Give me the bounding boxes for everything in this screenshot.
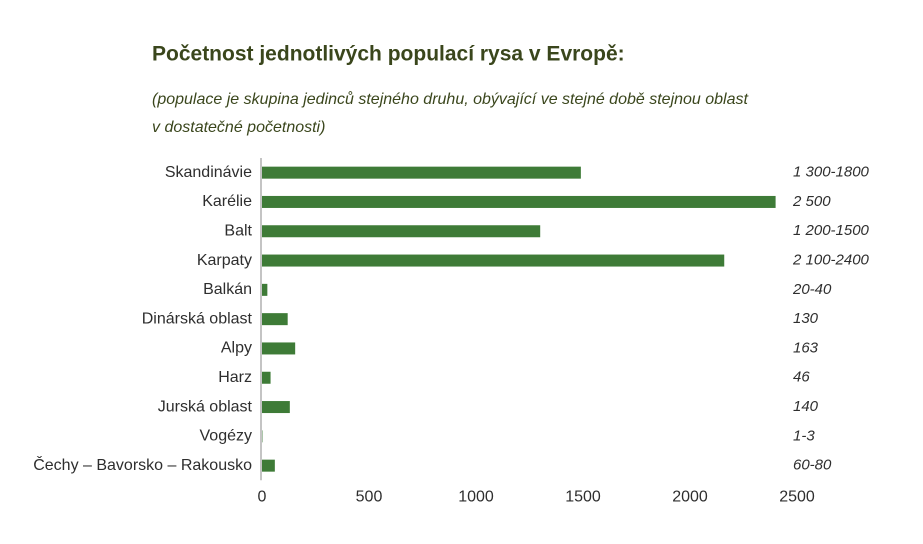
value-label: 2 100-2400 xyxy=(792,252,870,269)
value-label: 2 500 xyxy=(792,193,831,210)
bar xyxy=(262,313,288,326)
y-tick-label: Balkán xyxy=(203,281,252,298)
subtitle: v dostatečné početnosti) xyxy=(152,119,325,136)
bar xyxy=(262,195,776,208)
x-tick-label: 0 xyxy=(258,489,267,506)
y-tick-label: Jurská oblast xyxy=(158,398,253,415)
value-label: 130 xyxy=(793,310,819,327)
y-tick-label: Alpy xyxy=(221,340,252,357)
x-tick-label: 2500 xyxy=(779,489,815,506)
value-label: 1-3 xyxy=(793,427,815,444)
value-label: 1 300-1800 xyxy=(793,164,870,181)
x-tick-label: 500 xyxy=(356,489,383,506)
bar xyxy=(262,401,290,414)
y-tick-label: Čechy – Bavorsko – Rakousko xyxy=(33,455,252,474)
value-label: 20-40 xyxy=(792,281,832,298)
y-tick-label: Harz xyxy=(218,369,252,386)
bar xyxy=(262,459,275,472)
value-label: 163 xyxy=(793,339,819,356)
bar xyxy=(262,225,541,238)
bar xyxy=(262,283,268,296)
bar xyxy=(262,371,271,384)
y-tick-label: Karélie xyxy=(202,193,252,210)
bar xyxy=(262,342,296,355)
y-tick-label: Vogézy xyxy=(200,428,252,445)
y-tick-label: Dinárská oblast xyxy=(142,310,253,327)
y-tick-label: Karpaty xyxy=(197,252,252,269)
y-tick-label: Balt xyxy=(224,222,252,239)
value-label: 46 xyxy=(793,369,810,386)
value-label: 1 200-1500 xyxy=(793,222,870,239)
value-label: 60-80 xyxy=(793,457,832,474)
bar xyxy=(262,166,581,179)
bar xyxy=(262,254,725,267)
subtitle: (populace je skupina jedinců stejného dr… xyxy=(152,90,749,108)
x-tick-label: 1500 xyxy=(565,489,601,506)
x-tick-label: 2000 xyxy=(672,489,708,506)
x-tick-label: 1000 xyxy=(458,489,494,506)
chart-title: Početnost jednotlivých populací rysa v E… xyxy=(152,43,625,66)
y-tick-label: Skandinávie xyxy=(165,164,252,181)
value-label: 140 xyxy=(793,398,819,415)
